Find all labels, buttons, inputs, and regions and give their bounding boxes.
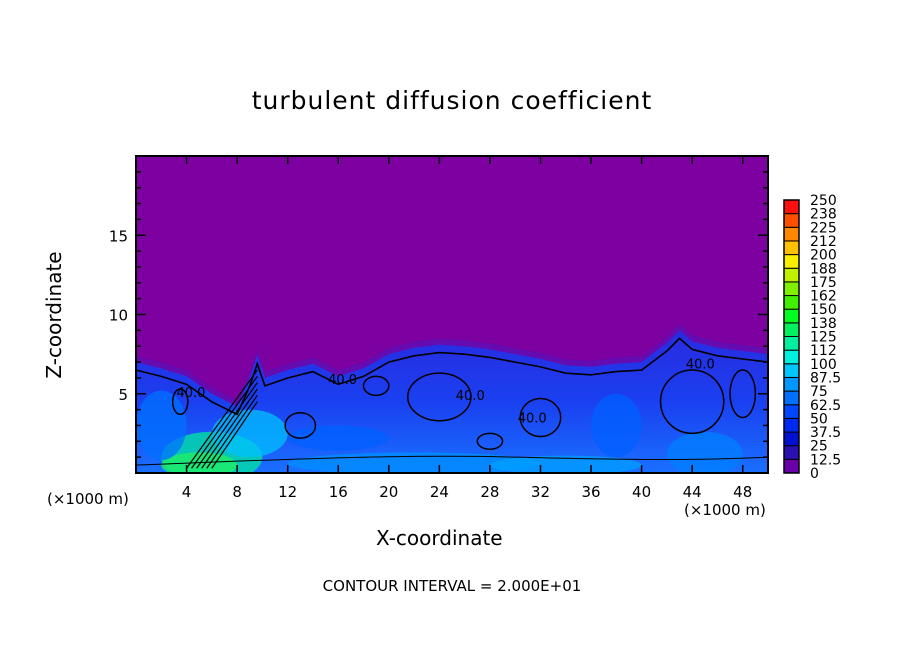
contour-label: 40.0 xyxy=(456,389,485,404)
colorbar-swatch xyxy=(783,240,800,256)
colorbar-label: 125 xyxy=(810,330,837,346)
contour-label: 40.0 xyxy=(518,411,547,426)
colorbar-swatch xyxy=(783,431,800,447)
contour-label: 40.0 xyxy=(328,373,357,388)
colorbar-swatch xyxy=(783,458,800,474)
colorbar-label: 112 xyxy=(810,343,837,359)
contour-line xyxy=(659,369,725,435)
contour-line xyxy=(196,382,258,469)
contour-line xyxy=(206,394,258,469)
colorbar-swatch xyxy=(783,267,800,283)
colorbar-swatch xyxy=(783,226,800,242)
colorbar-frame xyxy=(783,199,800,474)
contour-line xyxy=(171,388,189,416)
contour-line xyxy=(519,397,562,438)
y-tick-label: 15 xyxy=(109,227,128,245)
x-tick-label: 8 xyxy=(232,483,242,501)
colorbar-label: 212 xyxy=(810,234,837,250)
field-patch xyxy=(489,455,642,473)
x-unit-label-left: (×1000 m) xyxy=(47,490,129,508)
contour-line xyxy=(136,455,768,466)
y-tick-label: 5 xyxy=(118,386,128,404)
colorbar-swatch xyxy=(783,404,800,419)
contour-line xyxy=(186,369,258,469)
contour-line xyxy=(201,388,258,469)
colorbar-swatch xyxy=(783,445,800,460)
colorbar-label: 138 xyxy=(810,316,837,332)
x-tick-label: 24 xyxy=(430,483,449,501)
contour-line xyxy=(136,337,768,473)
colorbar-label: 238 xyxy=(810,207,837,223)
colorbar-label: 150 xyxy=(810,302,837,318)
colorbar-swatch xyxy=(783,295,800,310)
colorbar-label: 62.5 xyxy=(810,398,841,414)
contour-line xyxy=(476,432,504,450)
colorbar-label: 225 xyxy=(810,220,837,236)
colorbar-swatch xyxy=(783,308,800,324)
x-tick-label: 16 xyxy=(329,483,348,501)
colorbar-swatch xyxy=(783,363,800,378)
contour-line xyxy=(362,375,390,397)
x-axis-label: X-coordinate xyxy=(376,526,503,550)
chart-title: turbulent diffusion coefficient xyxy=(251,86,653,115)
x-tick-label: 36 xyxy=(581,483,600,501)
colorbar-label: 87.5 xyxy=(810,370,841,386)
colorbar-label: 162 xyxy=(810,289,837,305)
x-tick-label: 20 xyxy=(379,483,398,501)
contour-line xyxy=(191,375,258,469)
field-patch xyxy=(211,409,288,458)
x-tick-label: 44 xyxy=(683,483,702,501)
colorbar-label: 100 xyxy=(810,357,837,373)
colorbar-label: 12.5 xyxy=(810,452,841,468)
colorbar-swatch xyxy=(783,254,800,269)
x-tick-label: 12 xyxy=(278,483,297,501)
colorbar-label: 250 xyxy=(810,193,837,209)
contour-line xyxy=(284,412,317,439)
x-unit-label-right: (×1000 m) xyxy=(684,501,766,519)
x-tick-label: 40 xyxy=(632,483,651,501)
colorbar-swatch xyxy=(783,213,800,228)
colorbar-label: 50 xyxy=(810,411,828,427)
contour-line xyxy=(407,372,472,422)
contour-line xyxy=(729,369,757,419)
x-tick-label: 4 xyxy=(182,483,192,501)
field-patch xyxy=(591,393,642,458)
colorbar-label: 188 xyxy=(810,261,837,277)
colorbar-label: 37.5 xyxy=(810,425,841,441)
x-tick-label: 32 xyxy=(531,483,550,501)
colorbar-swatch xyxy=(783,322,800,338)
contour-interval-text: CONTOUR INTERVAL = 2.000E+01 xyxy=(322,577,582,595)
field-patch xyxy=(136,390,187,461)
contour-line xyxy=(211,401,258,469)
field-patch xyxy=(666,431,743,473)
colorbar-label: 175 xyxy=(810,275,837,291)
x-tick-label: 48 xyxy=(733,483,752,501)
colorbar-label: 0 xyxy=(810,466,819,482)
colorbar-swatch xyxy=(783,376,800,392)
x-tick-label: 28 xyxy=(480,483,499,501)
contour-label: 40.0 xyxy=(176,386,205,401)
colorbar-swatch xyxy=(783,390,800,406)
contour-label: 40.0 xyxy=(686,357,715,372)
colorbar-swatch xyxy=(783,199,800,215)
y-tick-label: 10 xyxy=(109,307,128,325)
colorbar-label: 25 xyxy=(810,439,828,455)
colorbar-label: 200 xyxy=(810,248,837,264)
colorbar-label: 75 xyxy=(810,384,828,400)
colorbar-swatch xyxy=(783,417,800,433)
colorbar-swatch xyxy=(783,336,800,351)
colorbar-swatch xyxy=(783,281,800,297)
colorbar-swatch xyxy=(783,349,800,365)
